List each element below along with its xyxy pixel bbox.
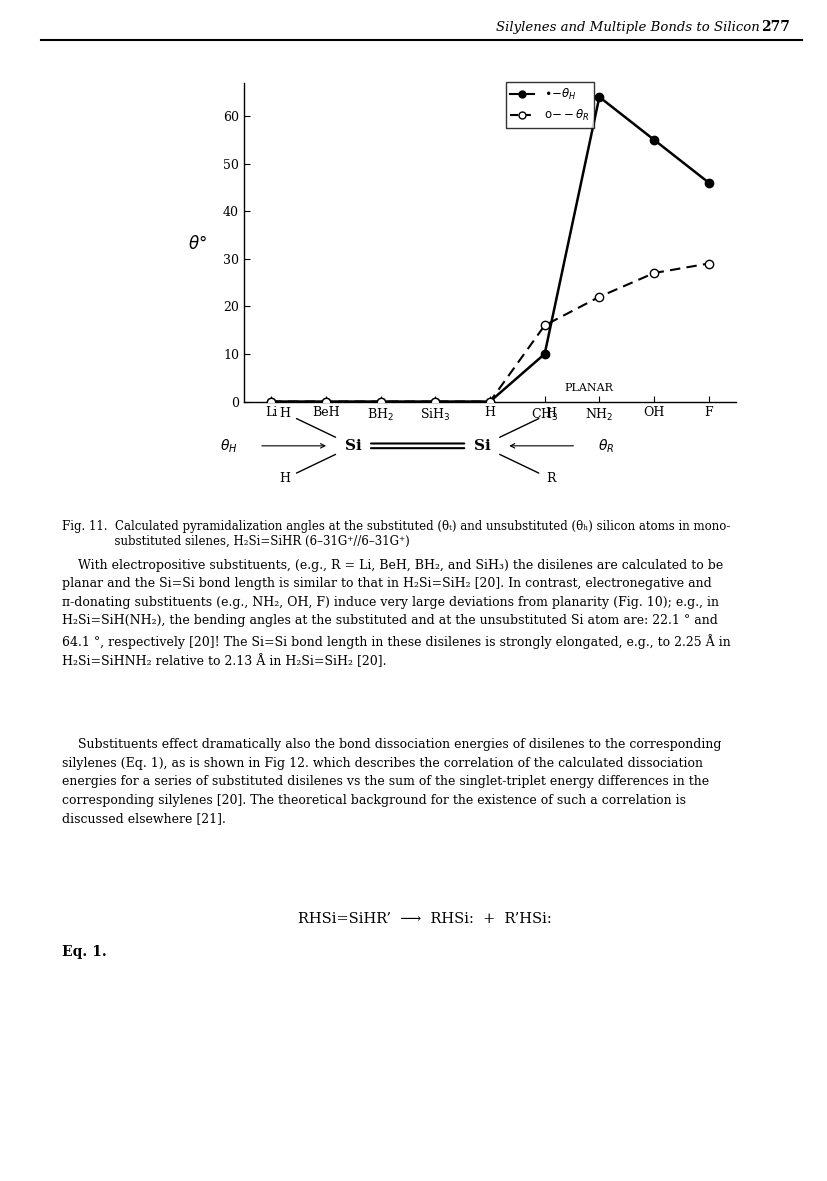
Text: $\theta_R$: $\theta_R$ xyxy=(598,437,614,455)
Text: RHSi=SiHR’  ⟶  RHSi:  +  R’HSi:: RHSi=SiHR’ ⟶ RHSi: + R’HSi: xyxy=(298,912,552,926)
Text: Substituents effect dramatically also the bond dissociation energies of disilene: Substituents effect dramatically also th… xyxy=(62,738,721,826)
Text: Si: Si xyxy=(474,439,490,452)
Text: H: H xyxy=(279,472,289,485)
Text: $\theta°$: $\theta°$ xyxy=(188,235,207,254)
Text: Si: Si xyxy=(345,439,361,452)
Text: Eq. 1.: Eq. 1. xyxy=(62,945,107,959)
Text: With electropositive substituents, (e.g., R = Li, BeH, BH₂, and SiH₃) the disile: With electropositive substituents, (e.g.… xyxy=(62,559,731,668)
Text: $\theta_H$: $\theta_H$ xyxy=(220,437,237,455)
Text: Fig. 11.  Calculated pyramidalization angles at the substituted (θₜ) and unsubst: Fig. 11. Calculated pyramidalization ang… xyxy=(62,520,730,548)
Legend: $\bullet$$-$$\theta_H$, o$--$$\theta_R$: $\bullet$$-$$\theta_H$, o$--$$\theta_R$ xyxy=(506,83,594,128)
Text: Silylenes and Multiple Bonds to Silicon: Silylenes and Multiple Bonds to Silicon xyxy=(496,21,760,34)
Text: H: H xyxy=(546,406,557,419)
Text: H: H xyxy=(279,406,289,419)
Text: R: R xyxy=(546,472,556,485)
Text: 277: 277 xyxy=(761,20,790,34)
Text: PLANAR: PLANAR xyxy=(564,383,613,393)
